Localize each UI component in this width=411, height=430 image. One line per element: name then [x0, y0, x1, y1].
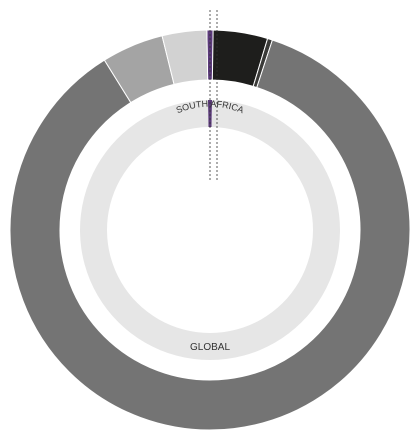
rings — [9, 29, 411, 430]
donut-segment — [207, 100, 213, 128]
donut-segment — [9, 39, 411, 430]
donut-segment — [161, 29, 209, 85]
ring-label: GLOBAL — [190, 342, 230, 353]
